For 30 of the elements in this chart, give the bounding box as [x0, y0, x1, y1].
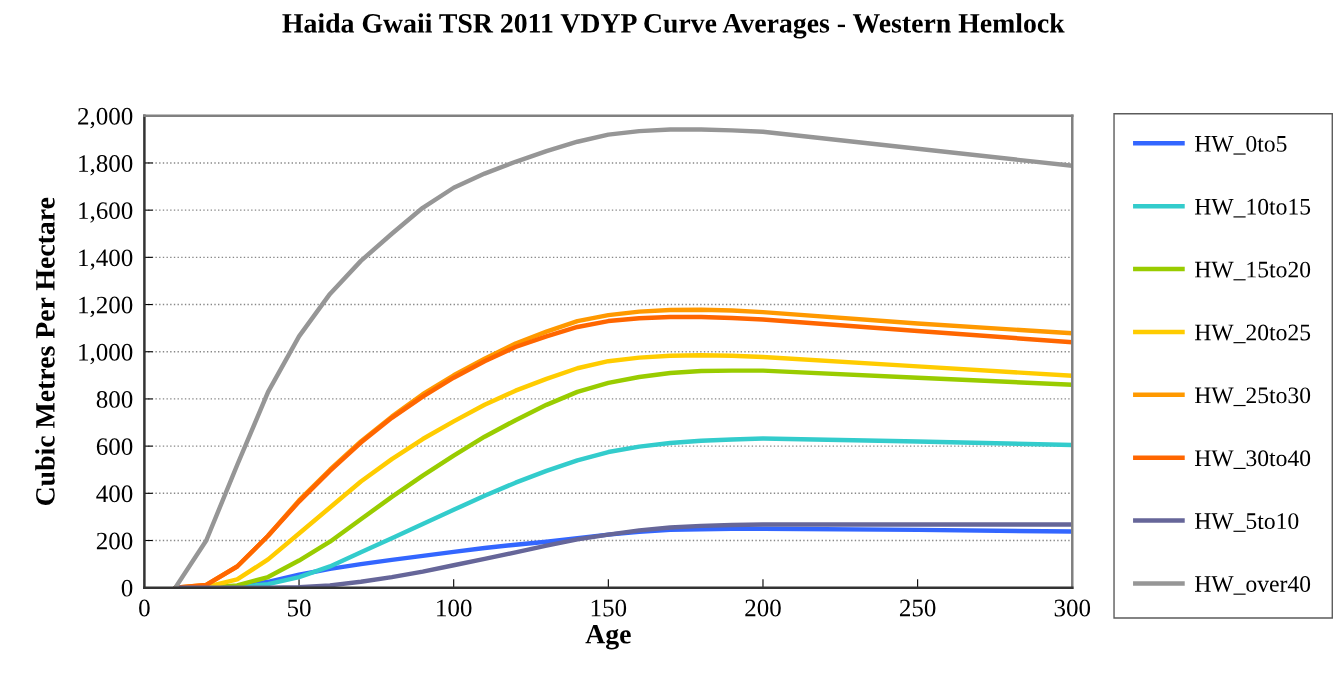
x-tick-label: 100 [437, 599, 472, 617]
y-tick-label: 600 [96, 438, 133, 456]
y-tick-label: 1,000 [79, 343, 133, 365]
y-tick-label: 1,200 [79, 296, 133, 318]
x-tick-label: 300 [1054, 599, 1091, 617]
y-tick-label: 400 [96, 485, 133, 503]
chart-title: Haida Gwaii TSR 2011 VDYP Curve Averages - Western Hemlock [282, 13, 1065, 39]
legend-label: HW_5to10 [1194, 513, 1299, 532]
y-tick-label: 800 [96, 390, 133, 408]
x-tick-label: 0 [139, 599, 150, 617]
line-series [173, 127, 1073, 588]
y-tick-label: 1,800 [79, 155, 133, 176]
legend-label: HW_25to30 [1194, 387, 1311, 407]
legend-label: HW_over40 [1194, 576, 1311, 595]
y-tick-label: 200 [96, 532, 133, 550]
x-tick-label: 50 [288, 599, 311, 617]
y-tick-label: 1,400 [79, 249, 133, 270]
y-tick-label: 0 [121, 579, 133, 597]
x-tick-label: 250 [899, 599, 936, 617]
legend-label: HW_0to5 [1194, 135, 1287, 155]
legend-label: HW_10to15 [1194, 198, 1311, 218]
y-axis-title: Cubic Metres Per Hectare [35, 197, 55, 506]
x-axis-title: Age [585, 624, 631, 650]
legend-label: HW_15to20 [1194, 261, 1311, 281]
y-tick-label: 1,600 [79, 202, 133, 223]
x-tick-label: 200 [745, 599, 781, 617]
legend-label: HW_20to25 [1194, 324, 1311, 344]
legend-label: HW_30to40 [1194, 450, 1311, 469]
y-tick-label: 2,000 [78, 107, 133, 129]
x-tick-label: 150 [591, 599, 627, 617]
